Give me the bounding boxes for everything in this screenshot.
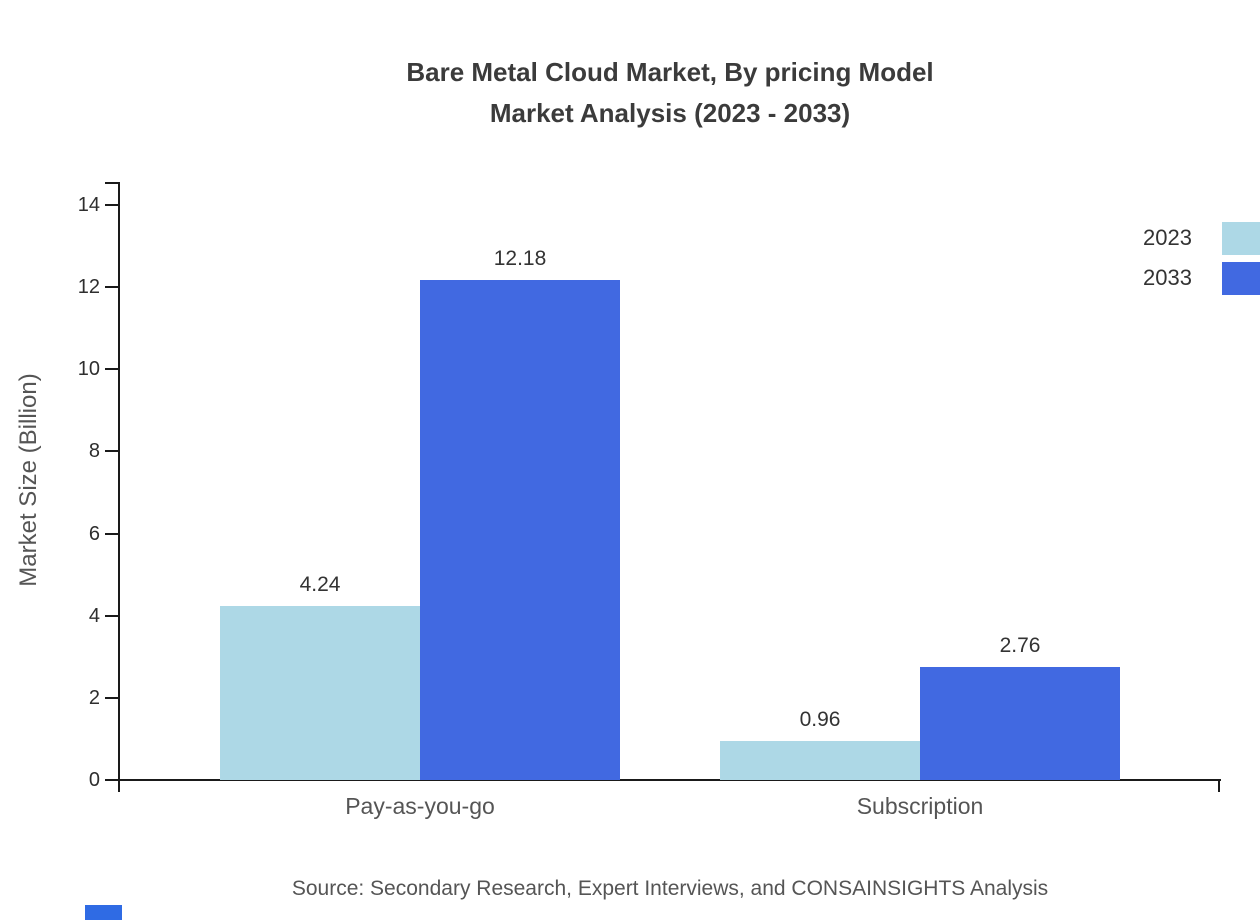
legend-swatch-2023 xyxy=(1222,221,1260,255)
legend-item-2023: 2023 xyxy=(1143,218,1260,258)
x-axis-left-end-tick xyxy=(118,780,120,792)
y-tick-mark xyxy=(105,368,118,371)
bar-value-label: 4.24 xyxy=(299,573,341,596)
y-tick-label: 8 xyxy=(88,440,100,463)
legend-label: 2033 xyxy=(1143,265,1192,290)
y-tick-mark xyxy=(105,204,118,206)
y-tick-label: 2 xyxy=(88,686,100,709)
x-axis-line xyxy=(118,779,1221,781)
bar-2023-subscription xyxy=(720,741,920,780)
y-tick-label: 6 xyxy=(88,522,100,545)
logo-mark xyxy=(85,905,122,920)
bar-2033-subscription xyxy=(920,667,1120,780)
x-category-label: Pay-as-you-go xyxy=(345,793,495,819)
legend: 2023 2033 xyxy=(1143,218,1260,298)
y-tick-mark xyxy=(105,614,118,617)
legend-swatch-2033 xyxy=(1222,261,1260,295)
bar-value-label: 2.76 xyxy=(999,634,1041,657)
legend-label: 2023 xyxy=(1143,225,1192,250)
y-tick-mark xyxy=(105,696,118,699)
x-axis-right-end-tick xyxy=(1218,780,1220,792)
y-tick-mark xyxy=(105,450,118,453)
bar-value-label: 0.96 xyxy=(799,708,841,731)
bar-2033-pay-as-you-go xyxy=(420,280,620,780)
bar-2023-pay-as-you-go xyxy=(220,606,420,780)
chart-title: Bare Metal Cloud Market, By pricing Mode… xyxy=(120,52,1220,134)
y-tick-label: 14 xyxy=(77,194,100,216)
y-tick-mark xyxy=(105,779,118,781)
chart-title-line1: Bare Metal Cloud Market, By pricing Mode… xyxy=(406,57,934,87)
bar-value-label: 12.18 xyxy=(493,247,547,270)
y-tick-mark xyxy=(105,532,118,535)
y-tick-mark xyxy=(105,286,118,289)
x-category-label: Subscription xyxy=(856,793,984,819)
legend-item-2033: 2033 xyxy=(1143,258,1260,298)
y-axis-end-tick xyxy=(105,182,118,184)
source-note: Source: Secondary Research, Expert Inter… xyxy=(291,877,1049,900)
y-tick-label: 4 xyxy=(88,604,100,627)
chart-title-line2: Market Analysis (2023 - 2033) xyxy=(489,98,851,128)
y-tick-label: 0 xyxy=(88,769,100,791)
y-tick-label: 10 xyxy=(77,358,100,381)
y-axis-line xyxy=(118,182,120,782)
y-tick-label: 12 xyxy=(77,276,100,299)
